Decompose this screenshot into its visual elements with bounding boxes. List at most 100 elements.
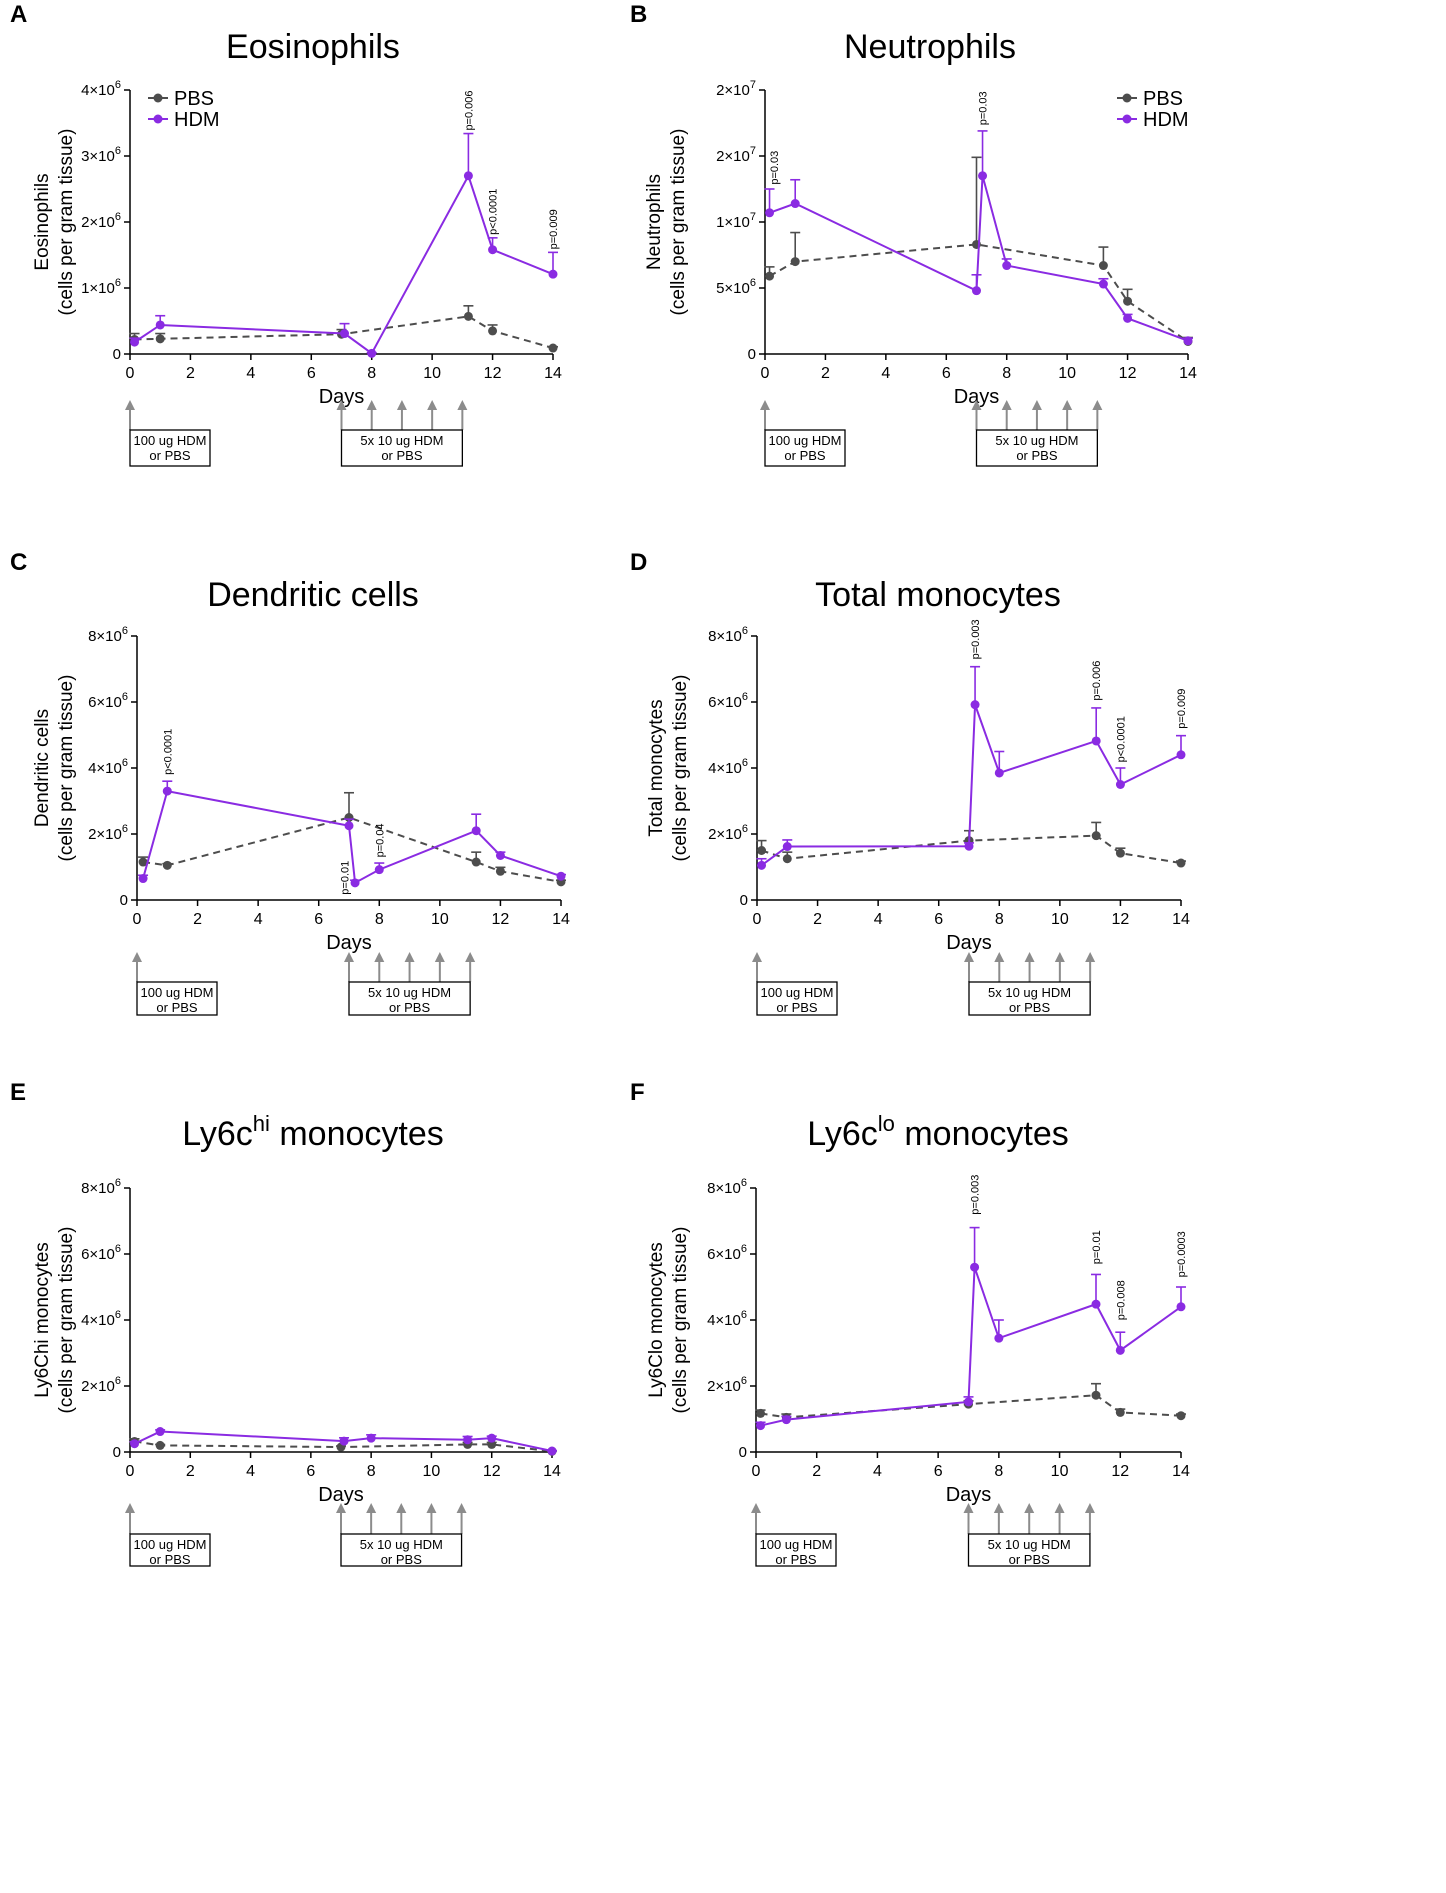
dose-arrow-head: [1084, 1503, 1095, 1513]
y-tick-base: 0: [120, 892, 128, 909]
x-tick-label: 4: [246, 1463, 255, 1480]
panel-e: E Ly6chi monocytes Ly6Chi monocytes (cells …: [10, 1079, 561, 1567]
x-tick-label: 0: [126, 365, 135, 382]
dose-box-text: 5x 10 ug HDM: [995, 433, 1078, 448]
y-axis-label-line: Total monocytes: [646, 699, 667, 836]
title-main: Ly6c: [182, 1115, 253, 1153]
x-tick-label: 2: [186, 365, 195, 382]
title-superscript: hi: [253, 1111, 270, 1136]
y-tick-base: 8×10: [708, 628, 742, 645]
dose-box-first: [129, 429, 211, 467]
y-tick-label: 2×106: [707, 1375, 747, 1395]
y-tick-base: 6×10: [81, 1246, 115, 1263]
dose-box-text: 5x 10 ug HDM: [988, 1537, 1071, 1552]
x-axis-label: Days: [326, 932, 372, 954]
dose-box-second: [340, 1533, 463, 1567]
y-axis-label: Eosinophils (cells per gram tissue): [32, 129, 77, 316]
data-point: [463, 311, 473, 321]
title-rest: monocytes: [895, 1115, 1069, 1153]
dose-arrow-head: [1085, 952, 1096, 962]
data-point: [463, 171, 473, 181]
y-axis-label: Ly6Clo monocytes (cells per gram tissue): [646, 1227, 691, 1414]
data-point: [970, 1262, 980, 1272]
y-tick-base: 5×10: [716, 280, 750, 297]
data-point: [548, 343, 558, 353]
data-point: [1176, 1411, 1186, 1421]
title-main: Neutrophils: [844, 28, 1016, 66]
dose-arrow-head: [751, 1503, 761, 1513]
dose-arrow-head: [336, 1503, 346, 1513]
legend-label: PBS: [174, 88, 214, 110]
data-point: [495, 866, 505, 876]
data-point: [130, 337, 140, 347]
y-tick-exponent: 6: [115, 79, 121, 91]
data-point: [1002, 261, 1012, 271]
dose-arrow-head: [426, 1503, 437, 1513]
x-tick-label: 6: [942, 365, 951, 382]
dose-arrow-head: [1031, 400, 1042, 410]
series-line: [769, 243, 1189, 343]
series-pbs: [764, 156, 1193, 346]
p-value-annotation: p=0.01: [339, 861, 351, 895]
series-hdm: [129, 1427, 557, 1456]
chart-title: Neutrophils: [844, 28, 1016, 66]
x-tick-label: 2: [193, 911, 202, 928]
panel-letter: C: [10, 549, 27, 576]
dose-arrow-head: [1024, 952, 1035, 962]
data-point: [1115, 1345, 1125, 1355]
data-point: [488, 326, 498, 336]
y-axis-label-line: Dendritic cells: [32, 709, 53, 827]
series-hdm: [129, 132, 558, 358]
dose-box-text: or PBS: [775, 1552, 817, 1567]
dose-arrow-head: [132, 952, 142, 962]
series-line: [769, 175, 1189, 342]
dose-box-text: 100 ug HDM: [141, 985, 214, 1000]
y-tick-label: 4×106: [707, 1309, 747, 1329]
x-tick-label: 0: [133, 911, 142, 928]
dose-arrow-head: [1054, 1503, 1065, 1513]
data-point: [964, 841, 974, 851]
title-main: Total monocytes: [815, 576, 1061, 614]
y-tick-label: 2×106: [88, 823, 128, 843]
title-main: Eosinophils: [226, 28, 400, 66]
y-axis-label-line: (cells per gram tissue): [56, 129, 77, 316]
data-point: [1176, 750, 1186, 760]
dose-arrow-head: [760, 400, 770, 410]
data-point: [547, 1446, 557, 1456]
dose-arrow-head: [964, 952, 974, 962]
y-tick-base: 6×10: [707, 1246, 741, 1263]
p-value-annotation: p=0.009: [1176, 689, 1188, 729]
x-tick-label: 2: [821, 365, 830, 382]
data-point: [972, 286, 981, 296]
y-tick-exponent: 6: [115, 1375, 121, 1387]
y-tick-exponent: 6: [115, 211, 121, 223]
series-line: [760, 1394, 1182, 1419]
series-line: [142, 816, 562, 883]
series-line: [760, 704, 1182, 867]
dose-box-text: or PBS: [149, 1552, 191, 1567]
title-main: Ly6c: [807, 1115, 878, 1153]
data-point: [1091, 1390, 1101, 1400]
data-point: [1115, 1407, 1125, 1417]
y-axis-label-line: (cells per gram tissue): [56, 1227, 77, 1414]
p-value-annotation: p=0.03: [769, 151, 781, 185]
x-tick-label: 2: [813, 911, 822, 928]
x-tick-label: 0: [752, 1463, 761, 1480]
p-value-annotation: p<0.0001: [488, 189, 500, 235]
dose-arrow-head: [366, 400, 377, 410]
series-line: [134, 1440, 553, 1453]
x-tick-label: 10: [1051, 1463, 1069, 1480]
dose-arrow-head: [457, 400, 468, 410]
y-tick-label: 0: [739, 1444, 747, 1461]
y-axis-label-line: Ly6Chi monocytes: [32, 1242, 53, 1398]
series-hdm: [764, 130, 1193, 346]
series-pbs: [138, 791, 566, 887]
y-axis-label: Total monocytes (cells per gram tissue): [646, 675, 691, 862]
data-point: [487, 1439, 497, 1449]
